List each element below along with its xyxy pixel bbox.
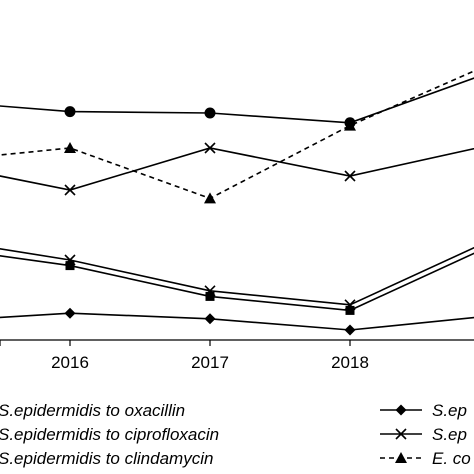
- data-point-triangle: [344, 119, 356, 131]
- legend-marker-triangle: [395, 452, 407, 463]
- series-lines: [0, 70, 474, 331]
- legend: S.epidermidis to oxacillin S.epidermidis …: [0, 401, 471, 468]
- x-tick-label: 2017: [191, 353, 229, 372]
- data-point-square: [345, 305, 355, 315]
- series-line-2: [0, 70, 474, 200]
- x-axis: 2016201720182: [0, 339, 474, 372]
- legend-label: S.epidermidis to ciprofloxacin: [0, 425, 219, 444]
- data-point-circle: [64, 106, 76, 118]
- legend-label: S.ep: [432, 401, 467, 420]
- data-point-circle: [204, 107, 216, 119]
- data-point-triangle: [64, 142, 76, 153]
- data-point-diamond: [204, 313, 216, 325]
- series-line-4: [0, 246, 474, 306]
- data-point-x: [344, 170, 356, 182]
- legend-marker-x: [395, 428, 407, 440]
- data-point-x: [204, 142, 216, 154]
- data-point-diamond: [344, 324, 356, 336]
- data-point-triangle: [204, 192, 216, 204]
- legend-label: S.epidermidis to oxacillin: [0, 401, 185, 420]
- legend-marker-diamond: [395, 404, 407, 416]
- legend-label: E. co: [432, 449, 471, 468]
- series-line-5: [0, 252, 474, 312]
- x-tick-label: 2018: [331, 353, 369, 372]
- legend-label: S.epidermidis to clindamycin: [0, 449, 213, 468]
- data-point-square: [205, 291, 215, 301]
- legend-label: S.ep: [432, 425, 467, 444]
- series-markers: [64, 106, 356, 336]
- data-point-diamond: [64, 307, 76, 319]
- data-point-x: [64, 184, 76, 196]
- x-tick-label: 2016: [51, 353, 89, 372]
- data-point-square: [65, 261, 75, 271]
